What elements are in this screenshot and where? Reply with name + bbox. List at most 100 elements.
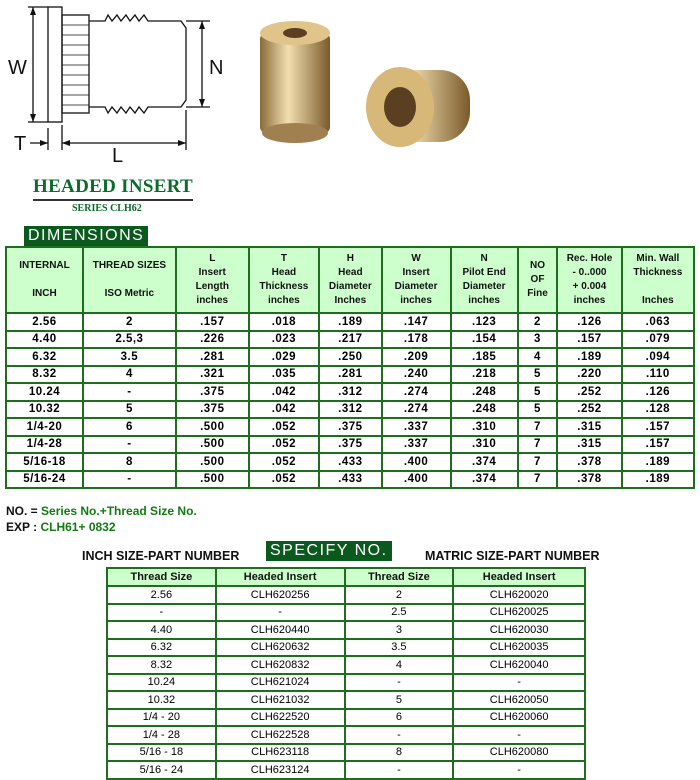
table-cell: .185: [449, 347, 519, 367]
header-line: N: [480, 253, 488, 264]
header-line: inches: [573, 295, 606, 306]
table-cell: CLH620030: [452, 620, 586, 640]
header-line: Diameter: [328, 281, 372, 292]
title-divider: [33, 199, 193, 201]
dim-label-l: L: [112, 145, 123, 167]
table-cell: 3: [516, 329, 559, 349]
header-line: T: [280, 253, 287, 264]
table-cell: 8: [343, 742, 455, 762]
table-cell: CLH623118: [214, 742, 346, 762]
table-cell: -: [343, 672, 455, 692]
table-cell: .433: [318, 469, 383, 489]
table-cell: .157: [620, 417, 696, 437]
table-cell: .312: [318, 399, 383, 419]
table-cell: .157: [174, 312, 250, 332]
table-cell: CLH623124: [214, 760, 346, 780]
table-cell: CLH620035: [452, 637, 586, 657]
table-cell: .023: [247, 329, 321, 349]
table-cell: .248: [449, 399, 519, 419]
table-cell: 1/4 - 28: [106, 725, 217, 745]
header-line: inches: [400, 295, 432, 306]
table-cell: .310: [449, 434, 519, 454]
dimensions-header: Min. Wall Thickness Inches: [620, 246, 696, 314]
table-row: 1/4 - 28 CLH622528- -: [106, 725, 586, 745]
table-row: 10.24- .375.042.312.274.248 5.252.126: [5, 382, 696, 402]
table-cell: CLH621024: [214, 672, 346, 692]
table-cell: 5/16 - 24: [106, 760, 217, 780]
table-cell: CLH620080: [452, 742, 586, 762]
product-title: HEADED INSERT: [33, 176, 194, 197]
table-cell: -: [343, 725, 455, 745]
table-cell: .094: [620, 347, 696, 367]
product-photo: [260, 21, 470, 147]
table-cell: 6: [81, 417, 177, 437]
table-cell: 2.56: [106, 585, 217, 605]
header-line: NO: [529, 260, 545, 271]
dim-label-t: T: [14, 133, 26, 155]
table-cell: -: [81, 469, 177, 489]
table-row: 8.32 4.321.035.281.240.218 5.220.110: [5, 364, 696, 384]
header-line: Head: [271, 267, 297, 278]
part-number-header: Headed Insert: [452, 567, 586, 587]
table-cell: 2: [516, 312, 559, 332]
dim-label-w: W: [8, 57, 27, 79]
table-cell: .274: [380, 382, 452, 402]
table-cell: .042: [247, 399, 321, 419]
table-cell: .209: [380, 347, 452, 367]
table-cell: 7: [516, 417, 559, 437]
table-cell: CLH620050: [452, 690, 586, 710]
table-cell: .374: [449, 452, 519, 472]
dimensions-header: H Head Diameter Inches: [318, 246, 383, 314]
table-cell: .110: [620, 364, 696, 384]
header-line: THREAD SIZES: [92, 260, 167, 271]
dimensions-header: Rec. Hole - 0..000 + 0.004 inches: [556, 246, 623, 314]
header-line: L: [209, 253, 216, 264]
table-row: 1/4 - 20 CLH622520 6 CLH620060: [106, 707, 586, 727]
table-cell: 5/16-18: [5, 452, 84, 472]
header-line: Diameter: [394, 281, 438, 292]
table-row: 8.32 CLH620832 4 CLH620040: [106, 655, 586, 675]
header-line: Length: [195, 281, 229, 292]
table-cell: .052: [247, 469, 321, 489]
part-number-example: EXP : CLH61+ 0832: [6, 520, 116, 534]
table-cell: CLH620256: [214, 585, 346, 605]
table-cell: .063: [620, 312, 696, 332]
dimensions-header: L Insert Length inches: [174, 246, 250, 314]
header-line: ISO Metric: [104, 288, 155, 299]
table-cell: .312: [318, 382, 383, 402]
table-cell: .218: [449, 364, 519, 384]
table-cell: 3.5: [343, 637, 455, 657]
table-cell: 7: [516, 434, 559, 454]
table-cell: 2.5,3: [81, 329, 177, 349]
table-cell: .337: [380, 434, 452, 454]
header-line: Head: [338, 267, 363, 278]
header-line: + 0.004: [572, 281, 607, 292]
table-cell: 5: [516, 364, 559, 384]
table-cell: .147: [380, 312, 452, 332]
table-cell: .154: [449, 329, 519, 349]
table-cell: 10.24: [106, 672, 217, 692]
table-cell: 6: [343, 707, 455, 727]
table-cell: CLH620025: [452, 602, 586, 622]
part-number-header: Thread Size: [343, 567, 455, 587]
table-cell: 7: [516, 469, 559, 489]
table-row: 10.32 CLH621032 5 CLH620050: [106, 690, 586, 710]
table-cell: 5: [81, 399, 177, 419]
table-cell: 3.5: [81, 347, 177, 367]
table-cell: 2.5: [343, 602, 455, 622]
table-cell: .375: [174, 382, 250, 402]
table-cell: 2: [81, 312, 177, 332]
table-cell: .248: [449, 382, 519, 402]
table-cell: .500: [174, 434, 250, 454]
header-line: Thickness: [633, 267, 683, 278]
table-cell: 4: [343, 655, 455, 675]
table-cell: 1/4 - 20: [106, 707, 217, 727]
header-line: Min. Wall: [636, 253, 680, 264]
table-cell: .128: [620, 399, 696, 419]
table-cell: 4: [516, 347, 559, 367]
dimensions-header: N Pilot End Diameter inches: [449, 246, 519, 314]
table-cell: .378: [556, 452, 623, 472]
table-cell: .374: [449, 469, 519, 489]
table-cell: CLH620040: [452, 655, 586, 675]
part-number-header: Headed Insert: [214, 567, 346, 587]
